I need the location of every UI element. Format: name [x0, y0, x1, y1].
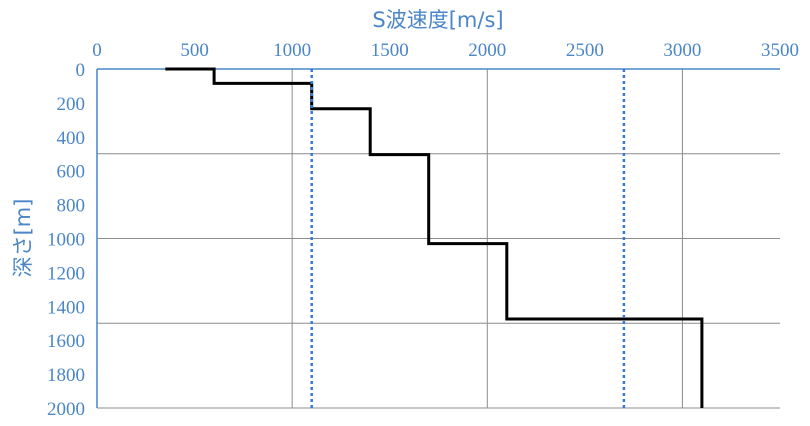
y-tick-label: 2000: [47, 399, 85, 420]
x-tick-label: 1500: [371, 40, 409, 61]
series-group: [165, 67, 704, 408]
y-axis-title: 深さ[m]: [11, 199, 35, 278]
y-tick-label: 1800: [47, 365, 85, 386]
x-tick-label: 500: [180, 40, 209, 61]
y-tick-label: 600: [57, 162, 86, 183]
x-tick-label: 2500: [566, 40, 604, 61]
y-tick-label: 200: [57, 94, 86, 115]
y-tick-label: 0: [76, 60, 86, 81]
y-tick-label: 1600: [47, 331, 85, 352]
y-tick-label: 1200: [47, 263, 85, 284]
x-tick-label: 3500: [761, 40, 799, 61]
y-tick-label: 1400: [47, 297, 85, 318]
x-tick-label: 3000: [663, 40, 701, 61]
y-tick-label: 1000: [47, 230, 85, 251]
x-axis-title: S波速度[m/s]: [372, 8, 503, 32]
grid-lines: [96, 68, 780, 409]
y-tick-label: 400: [57, 128, 86, 149]
x-tick-labels: 0 500 1000 1500 2000 2500 3000 3500: [92, 40, 799, 61]
x-tick-label: 0: [92, 40, 102, 61]
velocity-profile-line: [165, 67, 704, 408]
y-tick-labels: 0 200 400 600 800 1000 1200 1400 1600 1800 2000: [47, 60, 85, 420]
x-tick-label: 1000: [273, 40, 311, 61]
x-tick-label: 2000: [468, 40, 506, 61]
y-tick-label: 800: [57, 196, 86, 217]
